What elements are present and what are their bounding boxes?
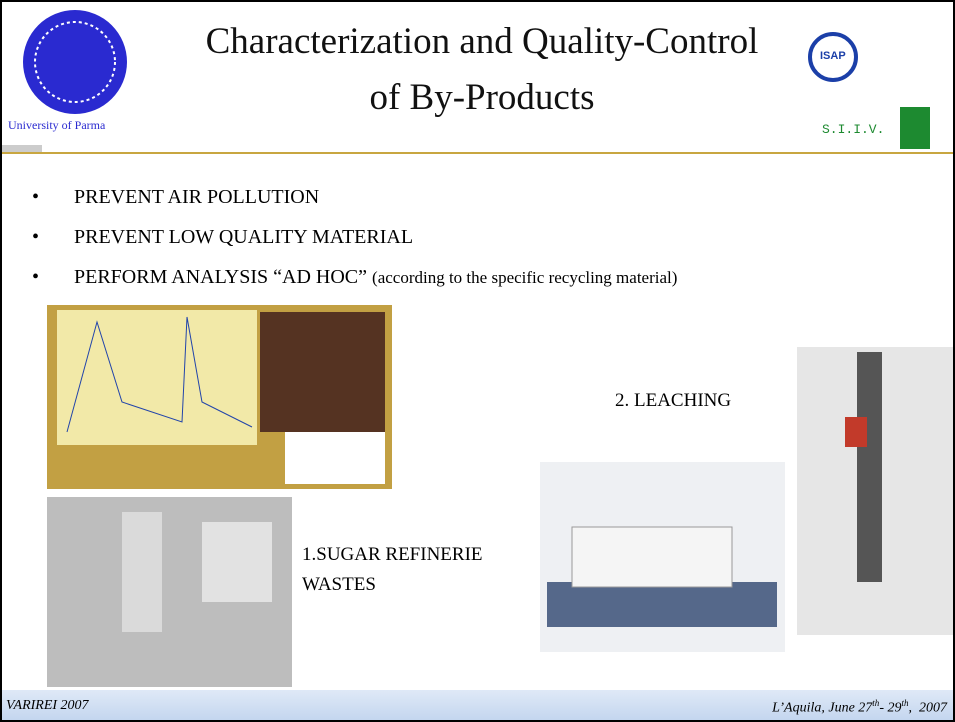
bullet: •PREVENT AIR POLLUTION: [32, 186, 319, 209]
footer-left: VARIREI 2007: [6, 698, 89, 714]
caption: WASTES: [302, 574, 376, 596]
bullet: •PREVENT LOW QUALITY MATERIAL: [32, 226, 413, 249]
footer-right: L’Aquila, June 27th- 29th, 2007: [772, 698, 947, 717]
bullet-note: (according to the specific recycling mat…: [372, 268, 677, 287]
caption: 1.SUGAR REFINERIE: [302, 544, 483, 566]
footer-sup: th: [901, 698, 908, 708]
leaching-base: [547, 582, 777, 627]
university-logo: [23, 10, 127, 114]
title-line2: of By-Products: [152, 76, 812, 119]
siiv-text: S.I.I.V.: [822, 122, 884, 137]
isap-text: ISAP: [820, 50, 846, 62]
chart-plot: [57, 310, 257, 445]
column-part: [845, 417, 867, 447]
footer-text: L’Aquila, June 27: [772, 701, 872, 716]
chart-panel: [260, 312, 385, 432]
title-line1: Characterization and Quality-Control: [152, 20, 812, 63]
bullet: •PERFORM ANALYSIS “AD HOC” (according to…: [32, 266, 677, 289]
footer-text: - 29: [879, 701, 901, 716]
footer-text: , 2007: [909, 701, 948, 716]
monitor: [202, 522, 272, 602]
bullet-text: PERFORM ANALYSIS “AD HOC”: [74, 266, 367, 288]
siiv-sign: [900, 107, 930, 149]
header-shade: [2, 145, 42, 152]
bullet-text: PREVENT AIR POLLUTION: [74, 186, 319, 208]
instrument: [122, 512, 162, 632]
column: [857, 352, 882, 582]
bullet-text: PREVENT LOW QUALITY MATERIAL: [74, 226, 413, 248]
chart-bars: [285, 432, 385, 484]
bottles: [572, 527, 732, 587]
slide: Characterization and Quality-Control of …: [0, 0, 955, 722]
university: University of Parma: [8, 118, 105, 133]
header-rule: [2, 152, 953, 154]
footer: VARIREI 2007 L’Aquila, June 27th- 29th, …: [2, 690, 953, 720]
caption: 2. LEACHING: [615, 390, 731, 412]
